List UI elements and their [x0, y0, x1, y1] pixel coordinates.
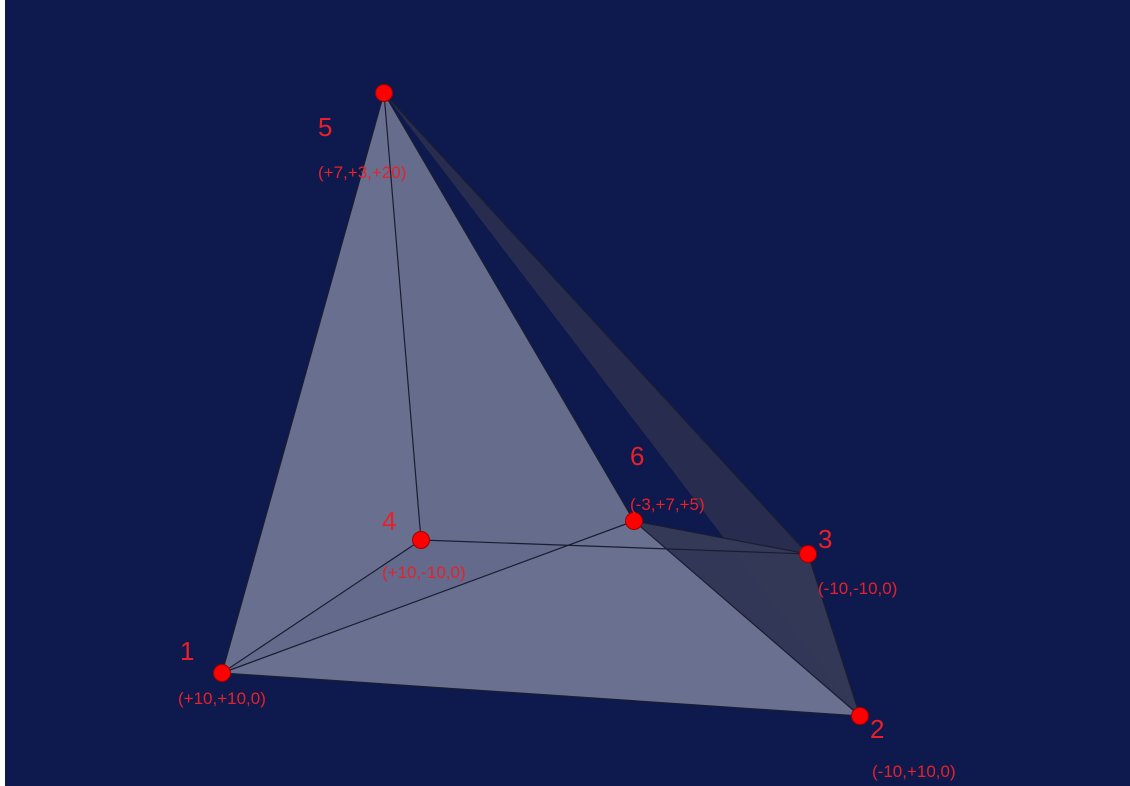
vertex-point-1	[213, 664, 231, 682]
vertex-coordinates-5: (+7,+3,+20)	[318, 163, 406, 182]
edge-4-3	[420, 539, 809, 555]
polyhedron-vertices	[213, 84, 869, 725]
vertex-point-2	[851, 707, 869, 725]
edge-1-5	[221, 92, 385, 674]
edge-6-3	[633, 520, 809, 555]
vertex-point-3	[799, 545, 817, 563]
edge-1-6	[221, 520, 635, 674]
edge-1-4	[221, 539, 422, 674]
vertex-coordinates-3: (-10,-10,0)	[818, 579, 897, 598]
vertex-number-5: 5	[318, 112, 332, 142]
edge-1-2	[221, 672, 861, 717]
vertex-coordinates-4: (+10,-10,0)	[382, 563, 466, 582]
vertex-coordinates-1: (+10,+10,0)	[178, 689, 266, 708]
edge-5-6	[383, 92, 635, 522]
vertex-number-6: 6	[630, 441, 644, 471]
edge-6-2	[633, 520, 861, 717]
face-1-5-6-2	[222, 93, 860, 716]
edge-5-3	[383, 92, 809, 555]
vertex-point-6	[625, 512, 643, 530]
edge-3-2	[807, 553, 861, 717]
edge-4-5	[383, 92, 422, 541]
vertex-number-4: 4	[382, 506, 396, 536]
polyhedron-faces	[222, 93, 860, 716]
vertex-number-2: 2	[870, 714, 884, 744]
vertex-number-3: 3	[818, 524, 832, 554]
face-1-6-2	[222, 521, 860, 716]
vertex-point-5	[375, 84, 393, 102]
vertex-labels: 1 (+10,+10,0) 2 (-10,+10,0) 3 (-10,-10,0) 4 (+1…	[178, 112, 956, 781]
vertex-coordinates-2: (-10,+10,0)	[872, 762, 956, 781]
vertex-number-1: 1	[180, 636, 194, 666]
vertex-point-4	[412, 531, 430, 549]
polyhedron-edges	[221, 92, 861, 717]
vertex-coordinates-6: (-3,+7,+5)	[630, 495, 705, 514]
